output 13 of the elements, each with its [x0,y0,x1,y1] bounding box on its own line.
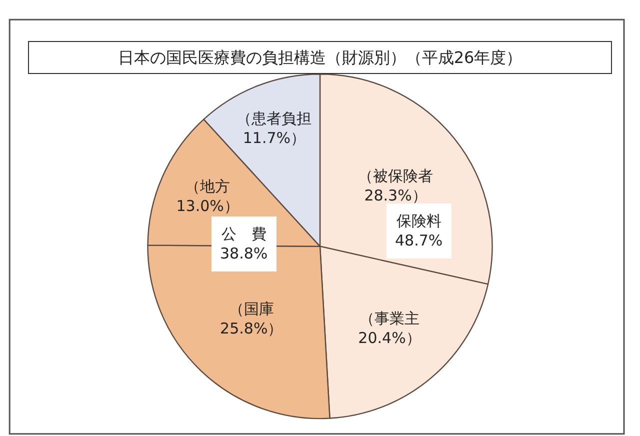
slice-label: （事業主 [360,310,420,328]
chart-title: 日本の国民医療費の負担構造（財源別）（平成26年度） [118,48,522,67]
data-label: 11.7%） [242,129,306,148]
slice-label: （地方 [185,178,230,196]
data-label: 20.4%） [358,329,421,348]
slice-label: （国庫 [228,300,274,318]
data-label: 28.3%） [364,186,427,205]
slice-label: （患者負担 [236,110,312,128]
data-label: 13.0%） [176,197,239,216]
slice-label: （被保険者 [358,167,434,186]
text: 公 費 38.8% [220,225,268,262]
text: 保険料 48.7% [395,212,443,250]
data-label: 25.8%） [220,319,283,338]
